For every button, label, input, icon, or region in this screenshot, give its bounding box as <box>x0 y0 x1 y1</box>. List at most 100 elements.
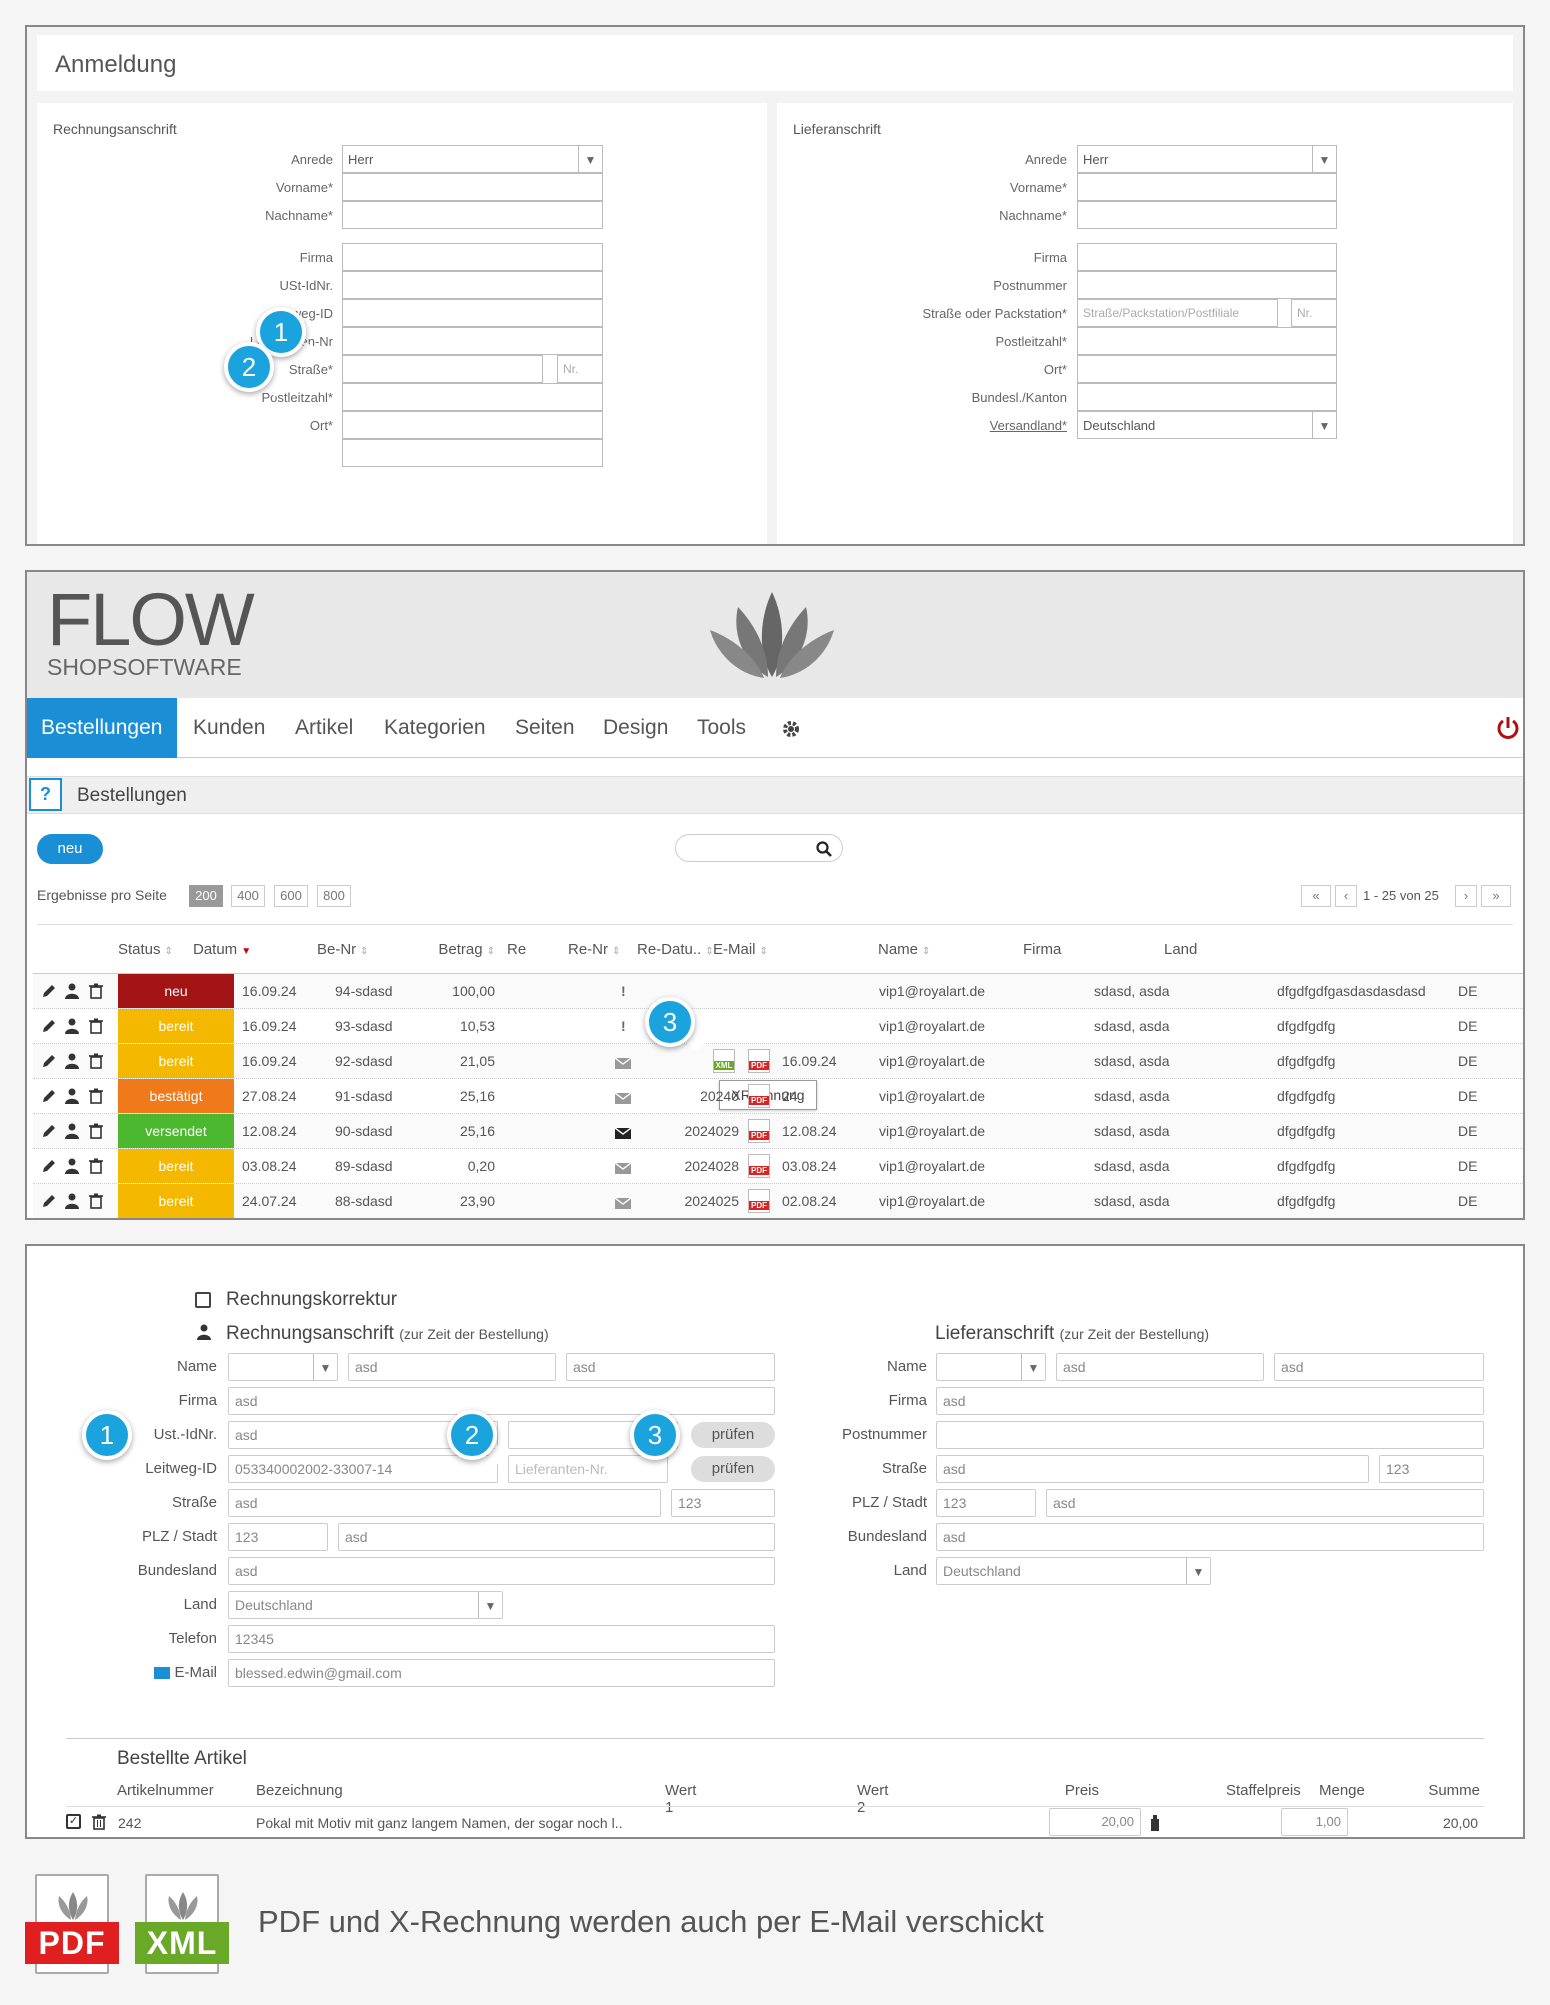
billing-input[interactable] <box>342 201 603 229</box>
leitweg-id-input[interactable]: 053340002002-33007-14 <box>228 1455 498 1483</box>
status-badge[interactable]: neu <box>118 974 234 1008</box>
trash-icon[interactable] <box>89 1158 103 1174</box>
per-page-400[interactable]: 400 <box>231 885 265 907</box>
new-order-button[interactable]: neu <box>37 834 103 864</box>
chevron-down-icon[interactable]: ▼ <box>1312 412 1336 438</box>
shipping-city-input[interactable]: asd <box>1046 1489 1484 1517</box>
billing-input[interactable] <box>342 327 603 355</box>
table-row[interactable]: bereit 24.07.24 88-sdasd vip1@royalart.de sd… <box>33 1184 1523 1218</box>
pdf-icon[interactable]: PDF <box>748 1154 770 1178</box>
shipping-salutation-select[interactable]: Herr ▼ <box>1077 145 1337 173</box>
help-button[interactable]: ? <box>29 778 62 811</box>
sort-icon[interactable]: ⇕ <box>705 946 714 957</box>
billing-input[interactable] <box>342 299 603 327</box>
column-header[interactable]: Land <box>1164 926 1197 974</box>
gear-icon[interactable] <box>781 719 801 739</box>
chevron-down-icon[interactable]: ▼ <box>1186 1558 1210 1584</box>
supplier-number-input[interactable]: Lieferanten-Nr. <box>508 1455 668 1483</box>
shipping-zip-input[interactable]: 123 <box>936 1489 1036 1517</box>
postnummer-input[interactable] <box>936 1421 1484 1449</box>
sort-icon[interactable]: ⇕ <box>486 946 495 957</box>
edit-icon[interactable] <box>41 1088 57 1104</box>
phone-input[interactable]: 12345 <box>228 1625 775 1653</box>
shipping-state-input[interactable]: asd <box>936 1523 1484 1551</box>
chevron-down-icon[interactable]: ▼ <box>313 1354 337 1380</box>
edit-icon[interactable] <box>41 983 57 999</box>
shipping-input[interactable] <box>1077 383 1337 411</box>
pdf-icon[interactable]: PDF <box>748 1084 770 1108</box>
shipping-label[interactable]: Versandland* <box>989 418 1067 433</box>
shipping-input[interactable] <box>1077 243 1337 271</box>
column-header[interactable]: Be-Nr ⇕ <box>317 926 369 976</box>
trash-icon[interactable] <box>92 1814 106 1830</box>
status-badge[interactable]: bereit <box>118 1044 234 1078</box>
billing-input-cut[interactable] <box>342 439 603 467</box>
trash-icon[interactable] <box>89 1088 103 1104</box>
first-name-input[interactable]: asd <box>348 1353 556 1381</box>
search-icon[interactable] <box>816 841 832 857</box>
billing-input[interactable] <box>342 411 603 439</box>
nav-kategorien[interactable]: Kategorien <box>384 716 486 739</box>
street-input[interactable]: asd <box>228 1489 661 1517</box>
shipping-input[interactable] <box>1077 355 1337 383</box>
power-icon[interactable] <box>1495 715 1521 741</box>
pdf-icon[interactable]: PDF <box>748 1119 770 1143</box>
edit-icon[interactable] <box>41 1193 57 1209</box>
item-price-input[interactable]: 20,00 <box>1049 1808 1141 1836</box>
edit-icon[interactable] <box>41 1158 57 1174</box>
nav-artikel[interactable]: Artikel <box>295 716 354 739</box>
house-number-input[interactable]: 123 <box>671 1489 775 1517</box>
status-badge[interactable]: bestätigt <box>118 1079 234 1113</box>
column-header[interactable]: Betrag ⇕ <box>413 926 495 976</box>
column-header[interactable]: Re-Datu.. ⇕ <box>637 926 714 976</box>
shipping-first-name-input[interactable]: asd <box>1056 1353 1264 1381</box>
invoice-mail-icon[interactable] <box>614 1091 632 1104</box>
column-header[interactable]: E-Mail ⇕ <box>713 926 768 976</box>
chevron-down-icon[interactable]: ▼ <box>1312 146 1336 172</box>
customer-icon[interactable] <box>65 1193 79 1209</box>
xml-icon[interactable]: XML <box>713 1049 735 1073</box>
nav-kunden[interactable]: Kunden <box>193 716 266 739</box>
column-header[interactable]: Name ⇕ <box>878 926 930 976</box>
table-row[interactable]: neu 16.09.24 94-sdasd vip1@royalart.de sdasd… <box>33 974 1523 1009</box>
nav-seiten[interactable]: Seiten <box>515 716 575 739</box>
edit-icon[interactable] <box>41 1123 57 1139</box>
chevron-down-icon[interactable]: ▼ <box>478 1592 502 1618</box>
billing-input[interactable] <box>342 271 603 299</box>
shipping-input[interactable] <box>1077 201 1337 229</box>
trash-icon[interactable] <box>89 983 103 999</box>
per-page-200[interactable]: 200 <box>189 885 223 907</box>
shipping-house-number-input[interactable]: 123 <box>1379 1455 1484 1483</box>
chevron-down-icon[interactable]: ▼ <box>578 146 602 172</box>
city-input[interactable]: asd <box>338 1523 775 1551</box>
shipping-company-input[interactable]: asd <box>936 1387 1484 1415</box>
sort-icon[interactable]: ⇕ <box>922 946 931 957</box>
shipping-street-input[interactable]: asd <box>936 1455 1369 1483</box>
email-input[interactable]: blessed.edwin@gmail.com <box>228 1659 775 1687</box>
state-input[interactable]: asd <box>228 1557 775 1585</box>
customer-icon[interactable] <box>65 1158 79 1174</box>
status-badge[interactable]: versendet <box>118 1114 234 1148</box>
first-page-button[interactable]: « <box>1301 885 1331 907</box>
column-header[interactable]: Firma <box>1023 926 1061 974</box>
pdf-icon[interactable]: PDF <box>748 1049 770 1073</box>
billing-nr-input[interactable]: Nr. <box>557 355 603 383</box>
sort-icon[interactable]: ⇕ <box>759 946 768 957</box>
invoice-mail-icon[interactable] <box>614 1056 632 1069</box>
shipping-country-select[interactable]: Deutschland ▼ <box>936 1557 1211 1585</box>
table-row[interactable]: bereit 16.09.24 92-sdasd vip1@royalart.de sd… <box>33 1044 1523 1079</box>
sort-icon[interactable]: ⇕ <box>612 946 621 957</box>
customer-icon[interactable] <box>65 1018 79 1034</box>
sort-icon[interactable]: ⇕ <box>164 946 173 957</box>
edit-icon[interactable] <box>41 1018 57 1034</box>
customer-icon[interactable] <box>65 983 79 999</box>
per-page-800[interactable]: 800 <box>317 885 351 907</box>
column-header[interactable]: Re-Nr ⇕ <box>568 926 620 976</box>
sort-desc-icon[interactable]: ▼ <box>241 946 252 957</box>
shipping-nr-input[interactable]: Nr. <box>1291 299 1337 327</box>
salutation-select[interactable]: ▼ <box>228 1353 338 1381</box>
invoice-mail-icon[interactable] <box>614 1196 632 1209</box>
column-header[interactable]: Status ⇕ <box>118 926 173 976</box>
billing-input[interactable] <box>342 243 603 271</box>
column-header[interactable]: Re <box>507 926 526 974</box>
